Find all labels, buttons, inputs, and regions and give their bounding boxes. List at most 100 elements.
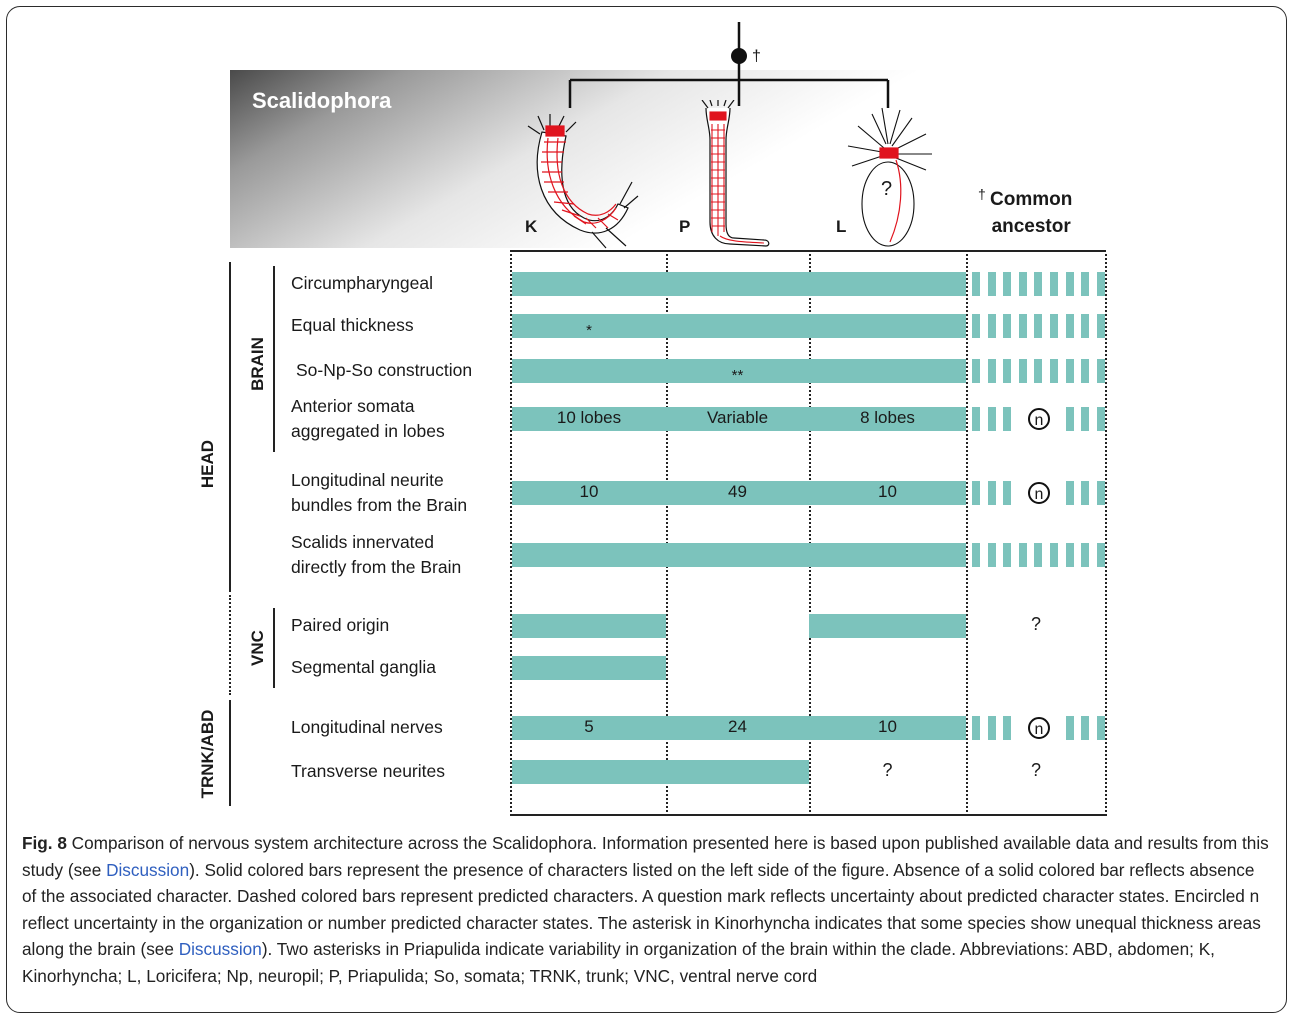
- dash-segment: [1065, 543, 1074, 567]
- dash-segment: [1003, 543, 1012, 567]
- presence-bar-k: [512, 760, 666, 784]
- asterisk-note: *: [586, 322, 592, 339]
- caption-link-discussion-2[interactable]: Discussion: [178, 939, 262, 959]
- dash-segment: [1018, 359, 1027, 383]
- presence-bar-p: [666, 407, 809, 431]
- dash-segment: [1003, 359, 1012, 383]
- dash-segment: [1050, 272, 1058, 296]
- vnc-bracket: [273, 608, 275, 688]
- column-label-l: L: [836, 217, 847, 236]
- dash-segment: [1065, 272, 1074, 296]
- predicted-dashed-bar: [972, 359, 1105, 383]
- cell-value: 10: [579, 482, 599, 501]
- presence-bar-k: [512, 359, 666, 383]
- presence-bar-l: [809, 614, 966, 638]
- group-label-trunk: TRNK/ABD: [198, 709, 217, 799]
- dash-segment: [1081, 481, 1090, 505]
- dash-segment: [1081, 543, 1090, 567]
- dash-segment: [1096, 716, 1105, 740]
- cell-value: 49: [728, 482, 747, 501]
- loricifera-illustration: [847, 107, 932, 247]
- caption-text-3: ). Two asterisks in Priapulida indicate …: [22, 939, 1215, 986]
- predicted-dashed-bar: [972, 272, 1105, 296]
- character-label: Transverse neurites: [291, 761, 445, 781]
- dash-segment: [1081, 359, 1090, 383]
- dash-segment: [1081, 407, 1090, 431]
- dash-segment: [987, 481, 996, 505]
- header-rule: [510, 250, 1106, 252]
- column-divider-3: [809, 254, 811, 816]
- presence-bar-k: [512, 656, 666, 680]
- character-label: Longitudinal nerves: [291, 717, 443, 737]
- uncertain-mark: ?: [1031, 760, 1042, 780]
- dash-segment: [1034, 314, 1043, 338]
- presence-bar-p: [666, 359, 809, 383]
- character-label: Longitudinal neurite bundles from the Br…: [291, 470, 468, 515]
- dash-segment: [1034, 359, 1043, 383]
- presence-bar-p: [666, 760, 809, 784]
- dash-segment: [987, 407, 996, 431]
- presence-bar-l: [809, 359, 966, 383]
- column-divider-4: [966, 254, 968, 816]
- column-label-k: K: [525, 217, 538, 236]
- dash-segment: [1050, 314, 1058, 338]
- caption-link-discussion-1[interactable]: Discussion: [106, 859, 190, 880]
- dash-segment: [1003, 272, 1012, 296]
- dash-segment: [1003, 407, 1012, 431]
- cell-value: 5: [584, 717, 594, 736]
- presence-bar-k: [512, 272, 666, 296]
- predicted-dashed-bar: [972, 481, 1105, 505]
- header-banner: [230, 22, 1110, 248]
- dash-segment: [1096, 543, 1105, 567]
- dash-segment: [1096, 359, 1105, 383]
- character-label: Segmental ganglia: [291, 657, 436, 677]
- group-label-head: HEAD: [198, 439, 217, 489]
- cell-value: 10 lobes: [556, 408, 622, 427]
- dash-segment: [1096, 272, 1105, 296]
- encircled-n-mark: n: [1028, 408, 1050, 430]
- presence-bar-l: [809, 543, 966, 567]
- column-label-p: P: [679, 217, 691, 236]
- dash-segment: [1096, 314, 1105, 338]
- cell-value: 10: [878, 717, 897, 736]
- dash-segment: [1065, 481, 1074, 505]
- predicted-dashed-bar: [972, 543, 1105, 567]
- cell-value: 10: [878, 482, 897, 501]
- presence-bar-k: [512, 314, 666, 338]
- asterisk-note: **: [731, 367, 744, 384]
- encircled-n-mark: n: [1028, 717, 1050, 739]
- character-label: Circumpharyngeal: [291, 273, 434, 293]
- caption-text-1: Comparison of nervous system architectur…: [22, 833, 1269, 880]
- dash-segment: [972, 272, 980, 296]
- dash-segment: [1081, 314, 1090, 338]
- character-label: Equal thickness: [291, 315, 414, 335]
- character-label: Scalids innervated directly from the Bra…: [291, 532, 462, 577]
- dash-segment: [972, 407, 980, 431]
- uncertain-mark: ?: [1031, 614, 1042, 634]
- dash-segment: [972, 359, 980, 383]
- head-vnc-dotted: [229, 595, 231, 695]
- presence-bar-k: [512, 543, 666, 567]
- column-divider-1: [510, 254, 512, 816]
- dash-segment: [987, 543, 996, 567]
- predicted-dashed-bar: [972, 314, 1105, 338]
- uncertain-mark: ?: [882, 760, 893, 780]
- encircled-n-mark: n: [1028, 482, 1050, 504]
- presence-bar-k: [512, 716, 666, 740]
- dash-segment: [1034, 543, 1043, 567]
- dash-segment: [972, 543, 980, 567]
- banner-title: Scalidophora: [252, 88, 392, 113]
- dash-segment: [1003, 314, 1012, 338]
- dash-segment: [1050, 359, 1058, 383]
- presence-bar-k: [512, 407, 666, 431]
- dash-segment: [1065, 407, 1074, 431]
- dash-segment: [1018, 272, 1027, 296]
- dash-segment: [1050, 543, 1058, 567]
- table-bottom-rule: [510, 814, 1106, 816]
- dash-segment: [1018, 314, 1027, 338]
- predicted-dashed-bar: [972, 407, 1105, 431]
- brain-bracket: [273, 266, 275, 452]
- presence-bar-p: [666, 543, 809, 567]
- dash-segment: [987, 314, 996, 338]
- dash-segment: [1065, 359, 1074, 383]
